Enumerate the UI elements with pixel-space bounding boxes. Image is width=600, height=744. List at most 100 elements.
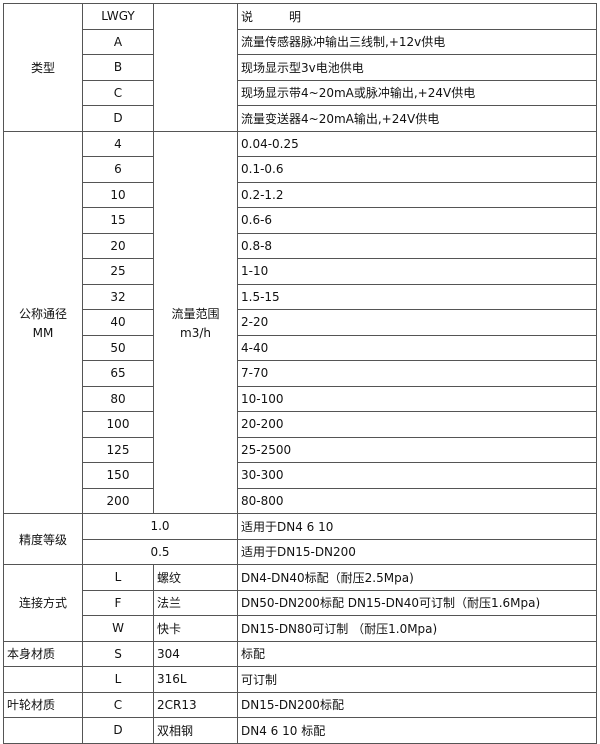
body-material-desc: 可订制 (237, 666, 597, 693)
impeller-material-desc: DN15-DN200标配 (237, 691, 597, 718)
diameter-code: 100 (82, 411, 154, 438)
table-row: 80 10-100 (4, 385, 597, 412)
table-row: 100 20-200 (4, 411, 597, 438)
table-row: D 双相钢 DN4 6 10 标配 (3, 717, 597, 744)
type-desc: 现场显示带4~20mA或脉冲输出,+24V供电 (237, 79, 597, 106)
table-row: 类型 LWGY 说 明 (3, 3, 597, 132)
flow-range: 7-70 (237, 360, 597, 387)
table-row: F 法兰 DN50-DN200标配 DN15-DN40可订制（耐压1.6Mpa) (4, 589, 597, 616)
type-desc: 流量变送器4~20mA输出,+24V供电 (237, 105, 597, 132)
impeller-material-code: D (82, 717, 154, 744)
flow-range-unit: m3/h (180, 325, 211, 340)
impeller-material-code: C (82, 691, 154, 718)
table-row: 0.5 适用于DN15-DN200 (4, 538, 597, 565)
flow-range: 0.04-0.25 (237, 130, 597, 157)
diameter-code: 125 (82, 436, 154, 463)
connection-code: W (82, 615, 154, 642)
connection-code: F (82, 589, 154, 616)
diameter-code: 20 (82, 232, 154, 259)
body-material-name: 304 (153, 640, 238, 667)
impeller-material-label (3, 717, 83, 744)
connection-name: 法兰 (153, 589, 238, 616)
diameter-code: 80 (82, 385, 154, 412)
diameter-code: 6 (82, 156, 154, 183)
description-header: 说 明 (237, 3, 597, 30)
spec-table: 类型 LWGY 说 明 A 流量传感器脉冲输出三线制,+12v供电 B 现场显示型3v电池供… (3, 3, 597, 744)
diameter-label-text: 公称通径 (18, 306, 67, 321)
accuracy-code: 0.5 (82, 538, 238, 565)
table-row: 200 80-800 (4, 487, 597, 514)
type-code: B (82, 54, 154, 81)
impeller-material-label: 叶轮材质 (3, 691, 83, 718)
diameter-code: 65 (82, 360, 154, 387)
type-code: C (82, 79, 154, 106)
body-material-desc: 标配 (237, 640, 597, 667)
diameter-code: 25 (82, 258, 154, 285)
table-row: 50 4-40 (4, 334, 597, 361)
flow-range: 1-10 (237, 258, 597, 285)
type-code: D (82, 105, 154, 132)
table-row: 15 0.6-6 (4, 207, 597, 234)
diameter-code: 10 (82, 181, 154, 208)
table-row: 65 7-70 (4, 360, 597, 387)
table-row: 150 30-300 (4, 462, 597, 489)
table-row: L 316L 可订制 (3, 666, 597, 693)
table-row: 32 1.5-15 (4, 283, 597, 310)
body-material-label: 本身材质 (3, 640, 83, 667)
body-material-label (3, 666, 83, 693)
accuracy-code: 1.0 (82, 513, 238, 540)
connection-name: 螺纹 (153, 564, 238, 591)
flow-range: 4-40 (237, 334, 597, 361)
flow-range: 0.8-8 (237, 232, 597, 259)
flow-range: 30-300 (237, 462, 597, 489)
flow-range: 0.1-0.6 (237, 156, 597, 183)
flow-range-label: 流量范围 m3/h (153, 130, 238, 514)
table-row: 公称通径 MM 4 流量范围 m3/h 0.04-0.25 (3, 130, 597, 514)
model-code-header: LWGY (82, 3, 154, 30)
table-row: A 流量传感器脉冲输出三线制,+12v供电 (4, 28, 597, 55)
flow-range: 20-200 (237, 411, 597, 438)
diameter-code: 40 (82, 309, 154, 336)
flow-range: 80-800 (237, 487, 597, 514)
connection-desc: DN15-DN80可订制 （耐压1.0Mpa) (237, 615, 597, 642)
diameter-code: 50 (82, 334, 154, 361)
impeller-material-desc: DN4 6 10 标配 (237, 717, 597, 744)
table-row: C 现场显示带4~20mA或脉冲输出,+24V供电 (4, 79, 597, 106)
table-row: 20 0.8-8 (4, 232, 597, 259)
accuracy-label: 精度等级 (3, 513, 83, 565)
flow-range: 0.2-1.2 (237, 181, 597, 208)
table-row: 6 0.1-0.6 (4, 156, 597, 183)
connection-desc: DN4-DN40标配（耐压2.5Mpa) (237, 564, 597, 591)
flow-range: 10-100 (237, 385, 597, 412)
diameter-code: 32 (82, 283, 154, 310)
connection-code: L (82, 564, 154, 591)
flow-range: 2-20 (237, 309, 597, 336)
table-row: 125 25-2500 (4, 436, 597, 463)
impeller-material-name: 双相钢 (153, 717, 238, 744)
type-desc: 现场显示型3v电池供电 (237, 54, 597, 81)
diameter-code: 4 (82, 130, 154, 157)
diameter-code: 200 (82, 487, 154, 514)
empty-cell (153, 3, 238, 132)
diameter-unit: MM (32, 325, 54, 340)
table-row: 40 2-20 (4, 309, 597, 336)
type-desc: 流量传感器脉冲输出三线制,+12v供电 (237, 28, 597, 55)
connection-label: 连接方式 (3, 564, 83, 642)
flow-range: 25-2500 (237, 436, 597, 463)
diameter-label: 公称通径 MM (3, 130, 83, 514)
impeller-material-name: 2CR13 (153, 691, 238, 718)
type-label: 类型 (3, 3, 83, 132)
flow-range-label-text: 流量范围 (171, 306, 220, 321)
body-material-name: 316L (153, 666, 238, 693)
type-code: A (82, 28, 154, 55)
body-material-code: S (82, 640, 154, 667)
flow-range: 0.6-6 (237, 207, 597, 234)
table-row: 叶轮材质 C 2CR13 DN15-DN200标配 (3, 691, 597, 718)
diameter-code: 150 (82, 462, 154, 489)
table-row: 本身材质 S 304 标配 (3, 640, 597, 667)
table-row: W 快卡 DN15-DN80可订制 （耐压1.0Mpa) (4, 615, 597, 642)
table-row: D 流量变送器4~20mA输出,+24V供电 (4, 105, 597, 132)
body-material-code: L (82, 666, 154, 693)
table-row: 25 1-10 (4, 258, 597, 285)
table-row: B 现场显示型3v电池供电 (4, 54, 597, 81)
